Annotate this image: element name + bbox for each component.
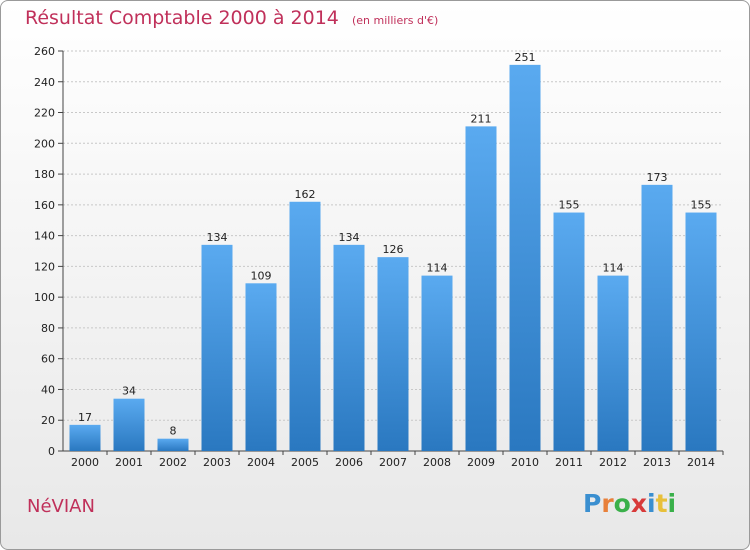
y-tick-label: 240 bbox=[34, 76, 55, 89]
data-label: 114 bbox=[427, 262, 448, 275]
data-label: 251 bbox=[515, 51, 536, 64]
bar bbox=[113, 398, 145, 451]
bar bbox=[553, 212, 585, 451]
data-label: 162 bbox=[295, 188, 316, 201]
gridlines bbox=[63, 50, 723, 421]
x-tick-label: 2013 bbox=[643, 456, 671, 469]
bar bbox=[465, 126, 497, 451]
y-tick-label: 180 bbox=[34, 168, 55, 181]
y-tick-label: 40 bbox=[41, 383, 55, 396]
x-tick-label: 2009 bbox=[467, 456, 495, 469]
bar bbox=[157, 438, 189, 451]
y-tick-label: 60 bbox=[41, 353, 55, 366]
y-tick-label: 80 bbox=[41, 322, 55, 335]
data-label: 134 bbox=[339, 231, 360, 244]
unit-note: (en milliers d'€) bbox=[351, 14, 439, 27]
y-tick-label: 220 bbox=[34, 107, 55, 120]
y-tick-label: 100 bbox=[34, 291, 55, 304]
x-tick-label: 2011 bbox=[555, 456, 583, 469]
x-tick-label: 2002 bbox=[159, 456, 187, 469]
logo-letter: i bbox=[647, 489, 656, 518]
data-label: 211 bbox=[471, 112, 492, 125]
data-label: 155 bbox=[559, 199, 580, 212]
proxiti-logo: Proxiti bbox=[583, 489, 676, 518]
x-tick-label: 2014 bbox=[687, 456, 715, 469]
bar bbox=[69, 424, 101, 451]
data-label: 155 bbox=[691, 199, 712, 212]
data-labels: 17 34 8 134 109 162 134 126 114 211 251 155 114 173 15… bbox=[78, 51, 712, 438]
logo-letter: i bbox=[667, 489, 677, 518]
x-tick-label: 2007 bbox=[379, 456, 407, 469]
data-label: 109 bbox=[251, 269, 272, 282]
bar bbox=[641, 184, 673, 451]
logo-letter: P bbox=[583, 489, 602, 518]
bar bbox=[685, 212, 717, 451]
logo-letter: r bbox=[601, 489, 614, 518]
y-tick-label: 260 bbox=[34, 45, 55, 58]
logo-letter: x bbox=[630, 489, 647, 518]
data-label: 173 bbox=[647, 171, 668, 184]
bar bbox=[421, 275, 453, 451]
data-label: 114 bbox=[603, 262, 624, 275]
x-tick-label: 2010 bbox=[511, 456, 539, 469]
bar bbox=[289, 201, 321, 451]
logo-letter: t bbox=[655, 489, 668, 518]
bars bbox=[69, 64, 717, 451]
bar bbox=[597, 275, 629, 451]
x-tick-label: 2012 bbox=[599, 456, 627, 469]
x-tick-label: 2006 bbox=[335, 456, 363, 469]
y-tick-label: 200 bbox=[34, 137, 55, 150]
x-tick-label: 2008 bbox=[423, 456, 451, 469]
bar bbox=[333, 244, 365, 451]
bar bbox=[201, 244, 233, 451]
title-text: Résultat Comptable 2000 à 2014 bbox=[25, 7, 339, 29]
data-label: 17 bbox=[78, 411, 92, 424]
data-label: 126 bbox=[383, 243, 404, 256]
bar bbox=[245, 283, 277, 451]
bar bbox=[509, 64, 541, 451]
y-tick-label: 120 bbox=[34, 260, 55, 273]
y-tick-label: 20 bbox=[41, 414, 55, 427]
x-tick-label: 2001 bbox=[115, 456, 143, 469]
logo-letter: o bbox=[613, 489, 631, 518]
y-tick-label: 160 bbox=[34, 199, 55, 212]
y-tick-label: 0 bbox=[48, 445, 55, 458]
x-tick-label: 2004 bbox=[247, 456, 275, 469]
x-tick-label: 2005 bbox=[291, 456, 319, 469]
bar bbox=[377, 257, 409, 451]
chart-title: Résultat Comptable 2000 à 2014 (en milli… bbox=[25, 7, 438, 29]
x-tick-label: 2000 bbox=[71, 456, 99, 469]
data-label: 34 bbox=[122, 385, 136, 398]
y-tick-label: 140 bbox=[34, 230, 55, 243]
x-tick-label: 2003 bbox=[203, 456, 231, 469]
commune-name: NéVIAN bbox=[27, 496, 95, 517]
data-label: 8 bbox=[170, 425, 177, 438]
data-label: 134 bbox=[207, 231, 228, 244]
